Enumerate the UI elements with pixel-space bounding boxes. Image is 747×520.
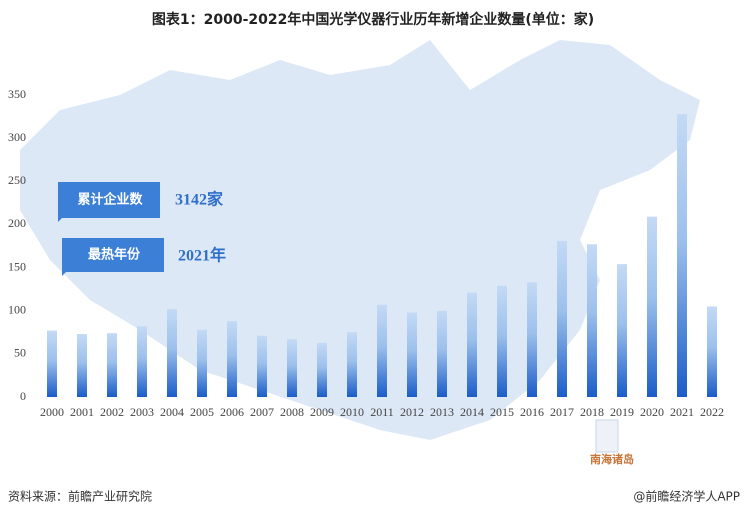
x-tick-label: 2021 <box>670 405 694 419</box>
bar <box>407 312 417 397</box>
x-tick-label: 2015 <box>490 405 514 419</box>
x-tick-label: 2012 <box>400 405 424 419</box>
x-tick-label: 2005 <box>190 405 214 419</box>
bar <box>77 334 87 397</box>
bar <box>467 292 477 397</box>
bar <box>377 304 387 397</box>
bar <box>557 240 567 397</box>
callout: 累计企业数 3142家 最热年份 2021年 <box>58 182 226 276</box>
bar <box>257 335 267 397</box>
bar <box>137 326 147 397</box>
y-tick-label: 300 <box>8 130 26 144</box>
bar <box>707 306 717 397</box>
x-tick-label: 2016 <box>520 405 544 419</box>
x-tick-label: 2001 <box>70 405 94 419</box>
bar <box>587 244 597 397</box>
y-tick-label: 250 <box>8 173 26 187</box>
bar <box>497 285 507 397</box>
bar <box>167 308 177 397</box>
bar <box>197 329 207 397</box>
bar <box>617 264 627 397</box>
y-tick-label: 200 <box>8 216 26 230</box>
callout-label: 最热年份 <box>88 247 141 263</box>
y-tick-label: 0 <box>20 389 26 403</box>
map-inset <box>595 419 619 453</box>
x-tick-label: 2002 <box>100 405 124 419</box>
x-tick-label: 2011 <box>370 405 394 419</box>
bar <box>287 339 297 397</box>
credit: @前瞻经济学人APP <box>633 489 740 504</box>
y-tick-label: 50 <box>14 346 26 360</box>
x-tick-label: 2000 <box>40 405 64 419</box>
y-tick-label: 150 <box>8 259 26 273</box>
bar <box>317 342 327 397</box>
x-tick-label: 2017 <box>550 405 574 419</box>
chart-title: 图表1：2000-2022年中国光学仪器行业历年新增企业数量(单位：家) <box>152 11 594 28</box>
map-note: 南海诸岛 <box>590 452 634 466</box>
callout-ribbon <box>58 182 160 222</box>
x-tick-label: 2020 <box>640 405 664 419</box>
x-tick-label: 2007 <box>250 405 274 419</box>
x-tick-label: 2014 <box>460 405 484 419</box>
bar <box>107 333 117 397</box>
bar <box>47 330 57 397</box>
bar <box>647 216 657 397</box>
callout-value: 2021年 <box>178 246 226 265</box>
y-tick-label: 100 <box>8 302 26 316</box>
x-tick-label: 2010 <box>340 405 364 419</box>
x-tick-label: 2003 <box>130 405 154 419</box>
x-tick-label: 2019 <box>610 405 634 419</box>
source: 资料来源：前瞻产业研究院 <box>8 489 152 504</box>
callout-value: 3142家 <box>175 190 224 209</box>
x-tick-label: 2006 <box>220 405 244 419</box>
x-tick-label: 2008 <box>280 405 304 419</box>
x-tick-label: 2013 <box>430 405 454 419</box>
x-tick-label: 2022 <box>700 405 724 419</box>
x-tick-label: 2004 <box>160 405 184 419</box>
x-tick-label: 2009 <box>310 405 334 419</box>
x-tick-label: 2018 <box>580 405 604 419</box>
bar <box>527 282 537 397</box>
y-tick-label: 350 <box>8 87 26 101</box>
bar <box>227 321 237 397</box>
bar <box>437 310 447 397</box>
bar <box>677 113 687 398</box>
callout-label: 累计企业数 <box>77 192 143 208</box>
bar <box>347 332 357 397</box>
callout-ribbon <box>62 238 164 276</box>
